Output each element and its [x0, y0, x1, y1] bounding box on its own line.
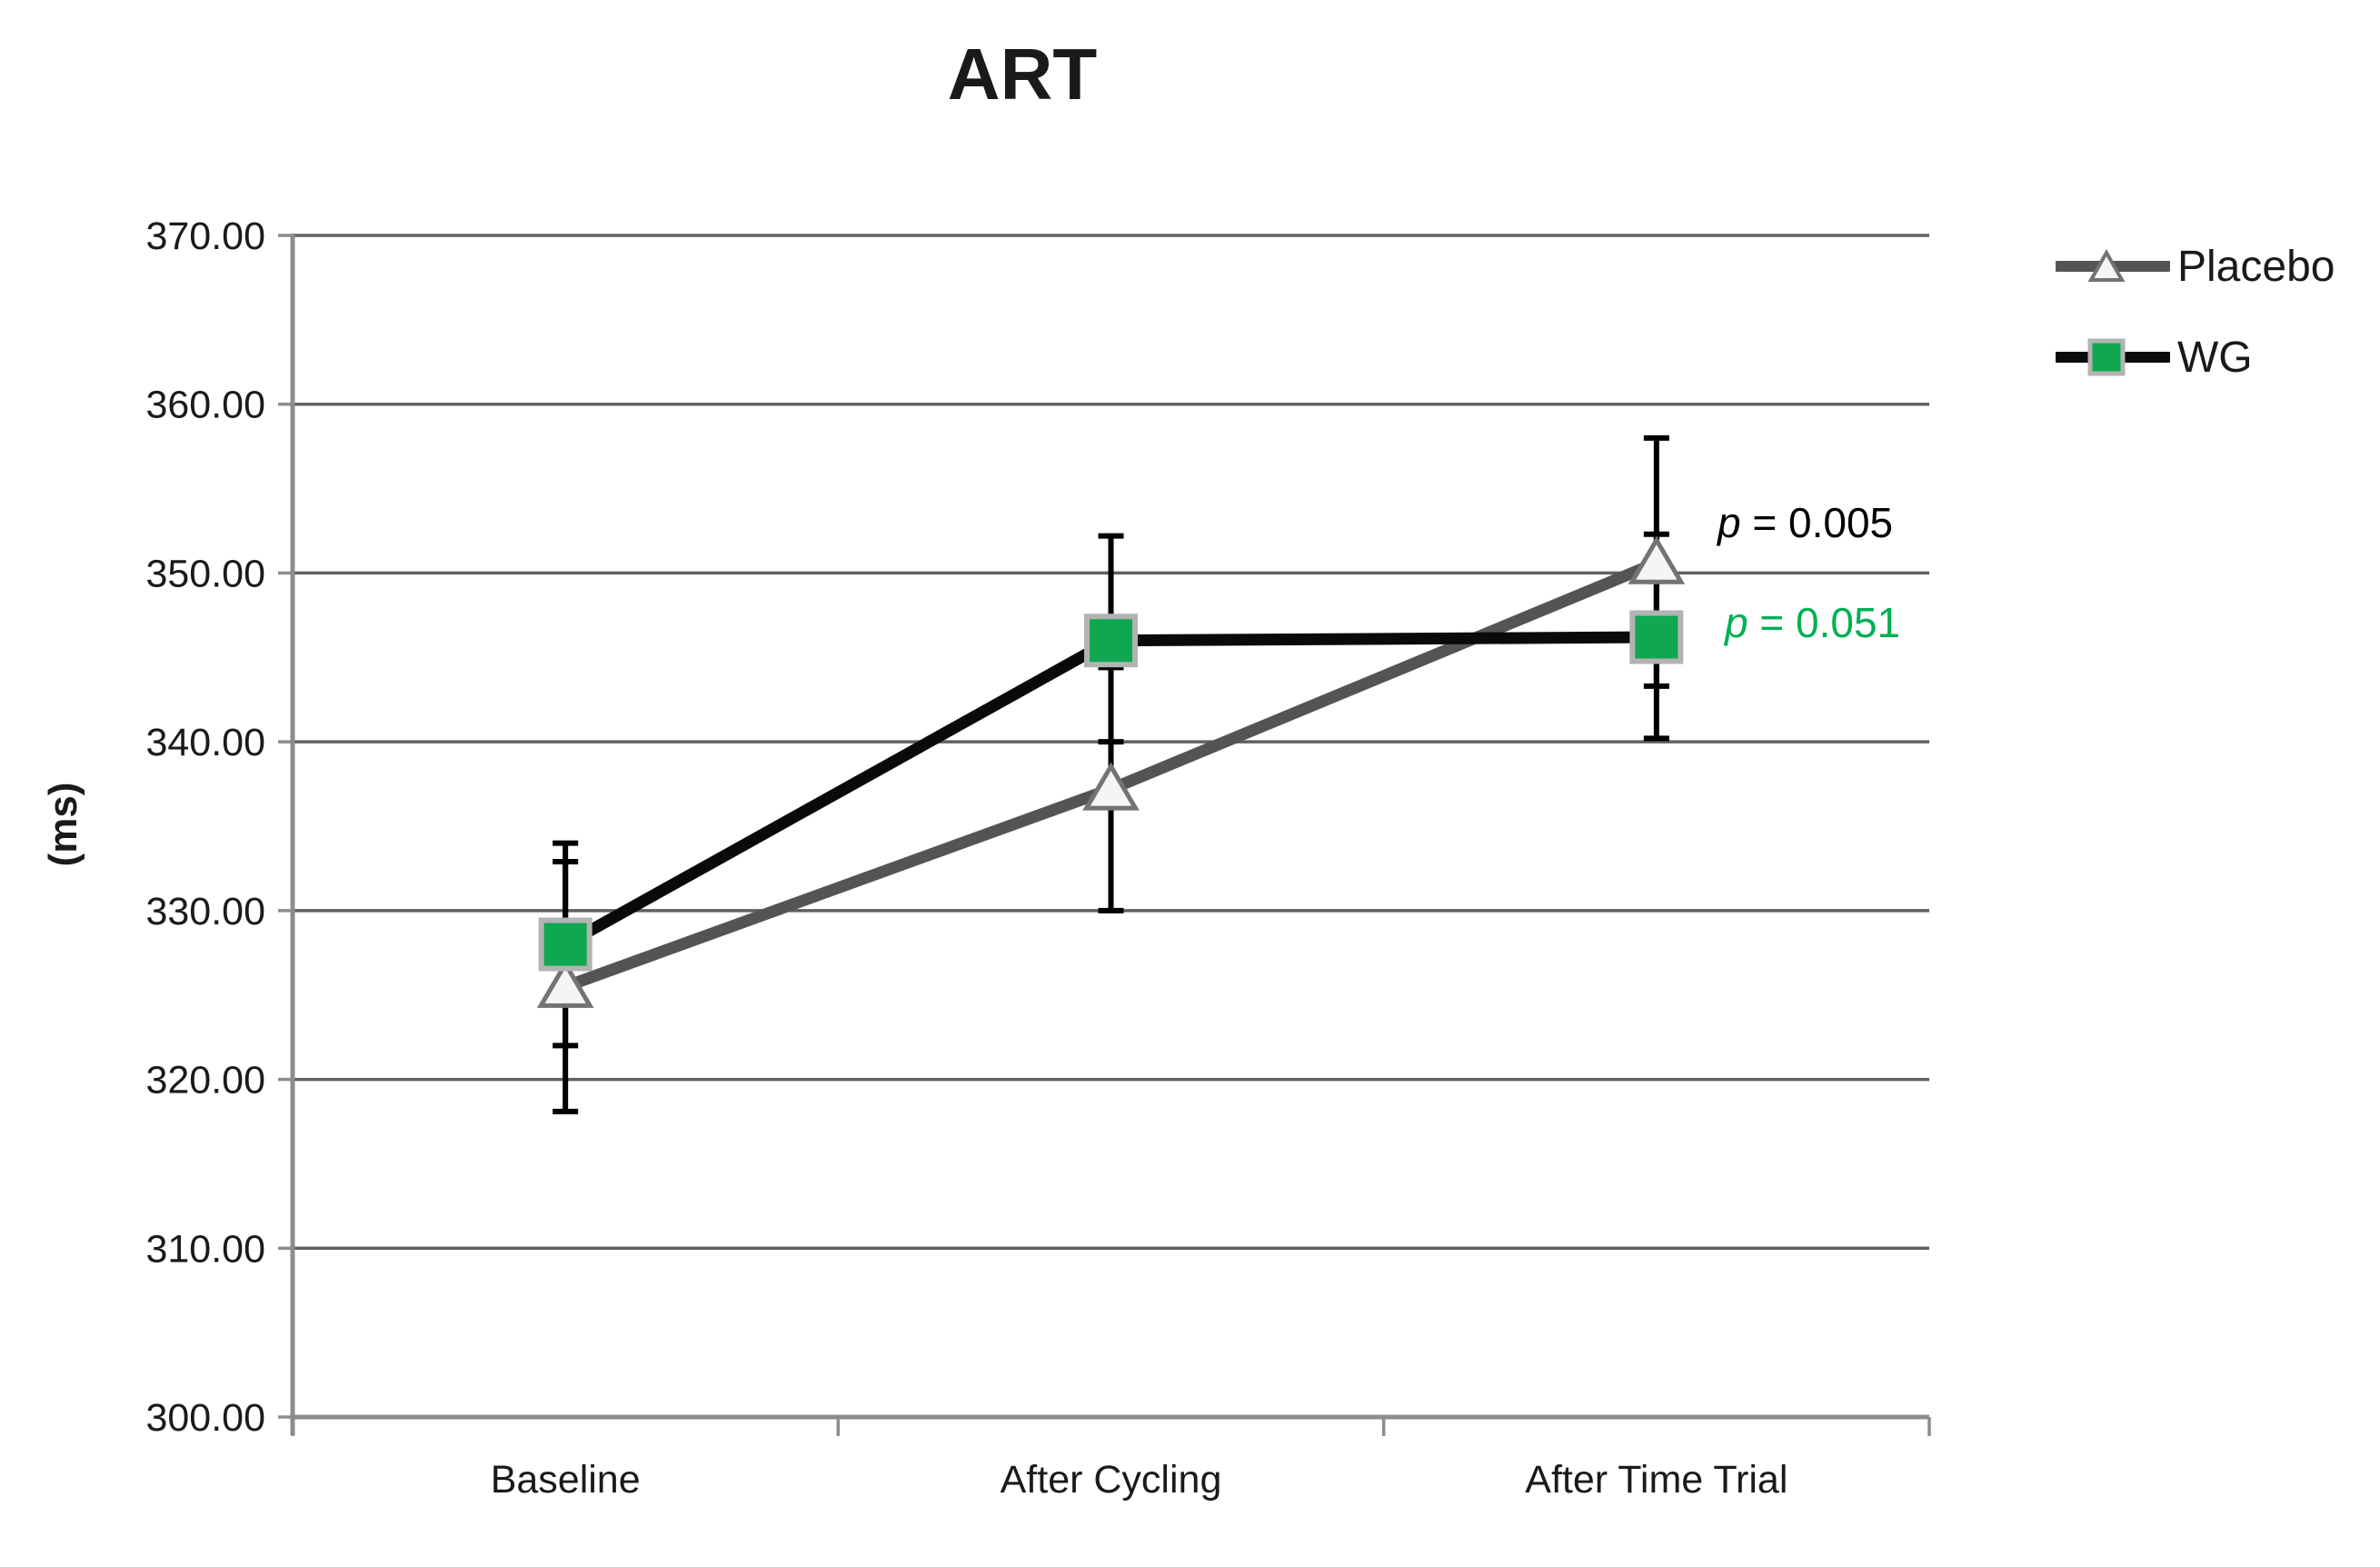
- y-tick-label: 320.00: [145, 1059, 265, 1103]
- y-tick-label: 340.00: [145, 721, 265, 764]
- x-tick-label: After Cycling: [1001, 1458, 1222, 1502]
- y-tick-label: 330.00: [145, 890, 265, 933]
- placebo-legend-swatch: [2056, 248, 2170, 282]
- p-value-annotation-placebo: p = 0.005: [1718, 498, 1893, 548]
- y-tick-label: 310.00: [145, 1227, 265, 1271]
- y-axis-title: (ms): [41, 782, 85, 867]
- y-tick-label: 360.00: [145, 384, 265, 427]
- legend-item-wg: WG: [2056, 332, 2253, 383]
- p-value-text: = 0.005: [1740, 499, 1894, 546]
- y-tick-label: 300.00: [145, 1396, 265, 1440]
- square-marker-icon: [1629, 610, 1684, 664]
- wg-legend-swatch: [2056, 338, 2170, 376]
- axes: [278, 234, 1931, 1436]
- square-marker-icon: [538, 917, 593, 972]
- legend-label-wg: WG: [2177, 333, 2253, 382]
- triangle-marker-icon: [2087, 248, 2126, 282]
- y-tick-label: 350.00: [145, 552, 265, 595]
- chart-title: ART: [947, 34, 1098, 115]
- legend-item-placebo: Placebo: [2056, 241, 2335, 292]
- x-tick-label: After Time Trial: [1525, 1458, 1787, 1502]
- legend-label-placebo: Placebo: [2177, 242, 2335, 291]
- triangle-marker-icon: [536, 959, 594, 1008]
- p-symbol: p: [1725, 599, 1748, 646]
- triangle-marker-icon: [1628, 535, 1686, 584]
- series-markers-wg: [538, 610, 1684, 972]
- p-symbol: p: [1718, 499, 1741, 546]
- y-tick-label: 370.00: [145, 215, 265, 258]
- x-tick-labels: Baseline After Cycling After Time Trial: [491, 1458, 1788, 1502]
- y-tick-labels: 300.00 310.00 320.00 330.00 340.00 350.00 360.…: [145, 215, 265, 1440]
- p-value-text: = 0.051: [1748, 599, 1901, 646]
- x-tick-label: Baseline: [491, 1458, 641, 1502]
- square-marker-icon: [1084, 614, 1138, 668]
- square-marker-icon: [2087, 338, 2126, 376]
- series-markers-placebo: [536, 535, 1686, 1008]
- triangle-marker-icon: [1082, 762, 1140, 811]
- p-value-annotation-wg: p = 0.051: [1725, 598, 1900, 648]
